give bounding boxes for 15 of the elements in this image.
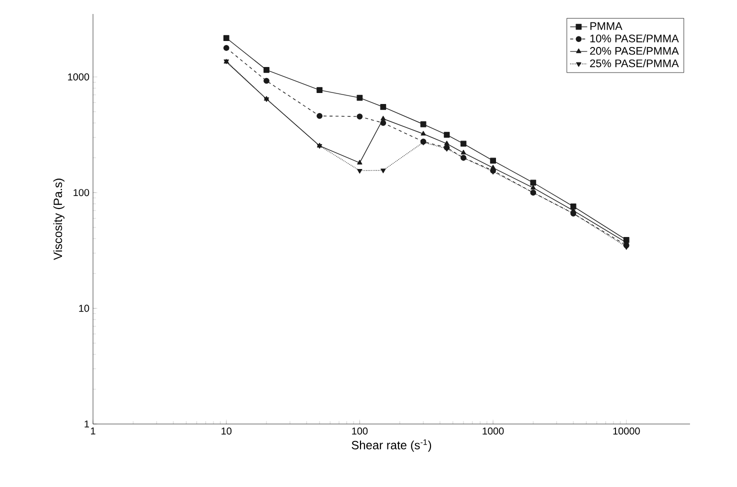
y-tick-label: 100 [74, 189, 90, 196]
legend-label: PMMA [590, 22, 622, 30]
y-tick-label: 10 [79, 304, 90, 312]
legend-label: 25% PASE/PMMA [590, 59, 679, 68]
y-tick-label: 1000 [68, 73, 90, 80]
y-axis-title: Viscosity (Pa.s) [53, 178, 64, 260]
y-tick-label: 1 [84, 420, 89, 428]
x-tick-label: 1000 [482, 428, 504, 435]
x-tick-label: 10000 [613, 428, 640, 435]
x-axis-title: Shear rate (s$^{-1}$) [352, 439, 432, 452]
legend-label: 20% PASE/PMMA [590, 46, 679, 55]
x-tick-label: 100 [352, 428, 368, 435]
x-tick-label: 10 [222, 428, 232, 435]
legend-label: 10% PASE/PMMA [590, 34, 679, 42]
x-tick-label: 1 [90, 428, 96, 434]
